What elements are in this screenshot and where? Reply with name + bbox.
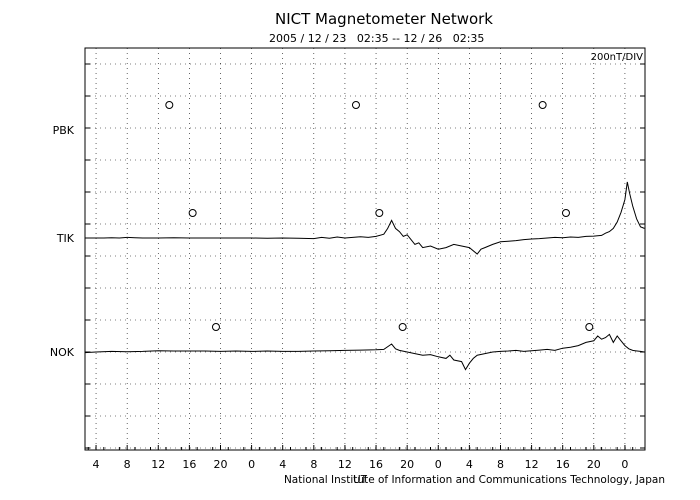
date-range: 2005 / 12 / 23 02:35 -- 12 / 26 02:35 bbox=[269, 32, 485, 45]
x-tick-label: 16 bbox=[369, 458, 383, 471]
x-tick-label: 16 bbox=[182, 458, 196, 471]
scale-label: 200nT/DIV bbox=[591, 52, 644, 63]
x-tick-label: 8 bbox=[310, 458, 317, 471]
x-tick-label: 4 bbox=[93, 458, 100, 471]
midnight-marker bbox=[561, 209, 570, 217]
midnight-marker bbox=[398, 323, 407, 331]
x-tick-label: 4 bbox=[466, 458, 473, 471]
footer-text: National Institute of Information and Co… bbox=[284, 474, 665, 486]
plot-frame bbox=[84, 47, 646, 451]
x-tick-label: 12 bbox=[525, 458, 539, 471]
station-label-pbk: PBK bbox=[53, 124, 75, 137]
series-line-tik bbox=[85, 181, 645, 255]
series-line-nok bbox=[85, 333, 645, 371]
x-tick-label: 0 bbox=[435, 458, 442, 471]
x-tick-label: 20 bbox=[400, 458, 414, 471]
station-label-tik: TIK bbox=[56, 232, 75, 245]
x-tick-label: 0 bbox=[248, 458, 255, 471]
x-tick-label: 12 bbox=[338, 458, 352, 471]
chart-title: NICT Magnetometer Network bbox=[274, 10, 493, 28]
midnight-marker bbox=[211, 323, 220, 331]
midnight-marker bbox=[375, 209, 384, 217]
x-tick-label: 16 bbox=[556, 458, 570, 471]
x-tick-label: 4 bbox=[279, 458, 286, 471]
x-axis-label: UT bbox=[353, 474, 368, 486]
x-tick-label: 20 bbox=[213, 458, 227, 471]
x-tick-label: 0 bbox=[621, 458, 628, 471]
midnight-marker bbox=[188, 209, 197, 217]
midnight-marker bbox=[538, 101, 547, 109]
x-tick-label: 12 bbox=[151, 458, 165, 471]
x-tick-label: 8 bbox=[497, 458, 504, 471]
x-tick-label: 8 bbox=[124, 458, 131, 471]
x-tick-label: 20 bbox=[587, 458, 601, 471]
station-label-nok: NOK bbox=[50, 346, 75, 359]
midnight-marker bbox=[165, 101, 174, 109]
midnight-marker bbox=[585, 323, 594, 331]
midnight-marker bbox=[351, 101, 360, 109]
